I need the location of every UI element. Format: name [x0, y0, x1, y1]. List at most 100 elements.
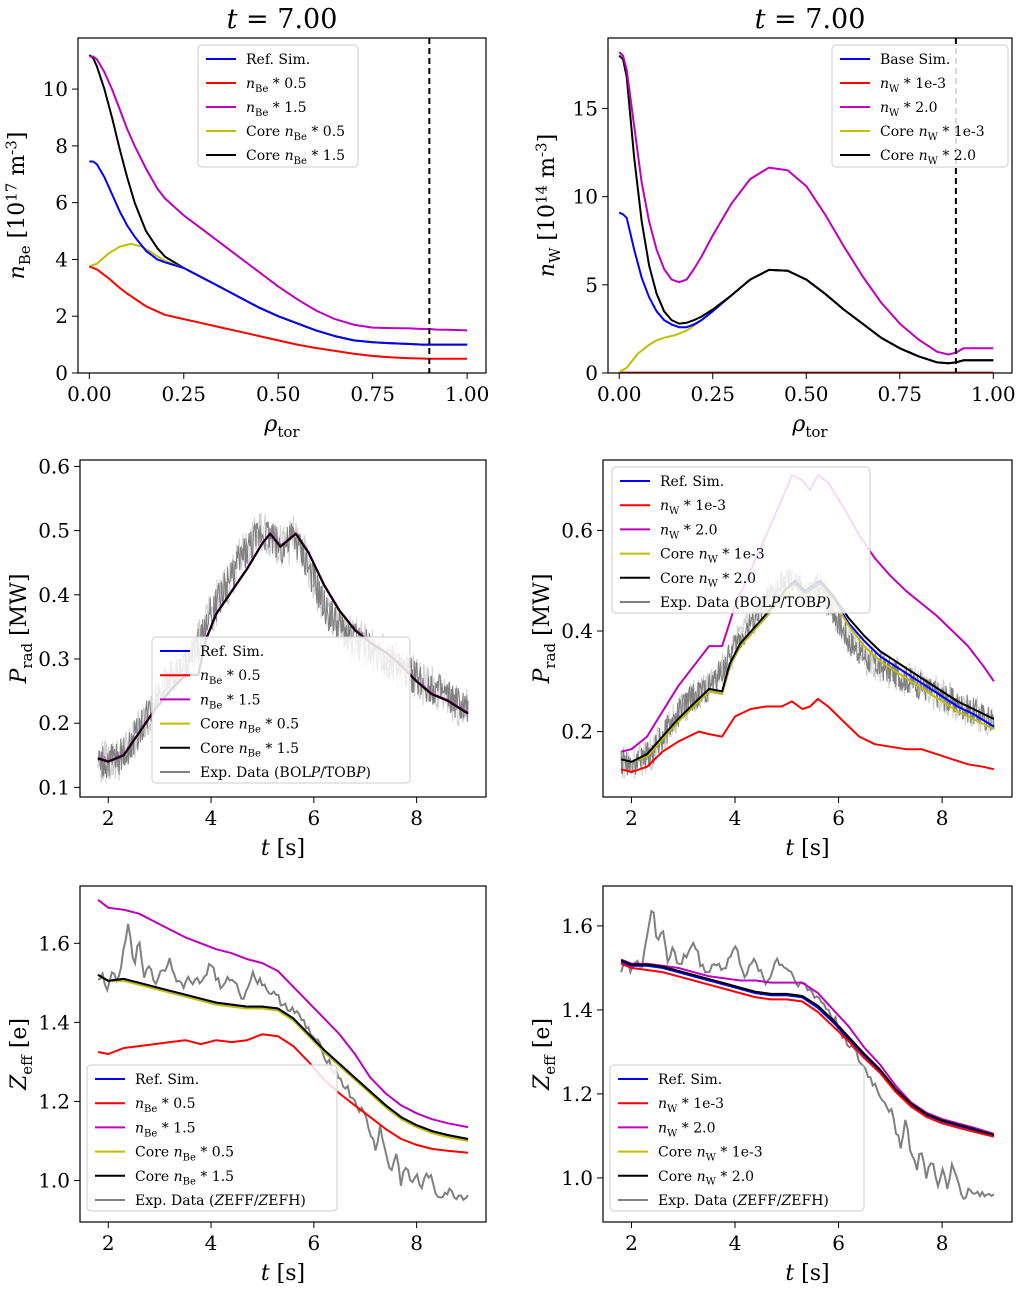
legend-box	[86, 1064, 338, 1212]
legend-entry-base-sim: Base Sim.	[880, 52, 950, 68]
legend-entry-exp-data-bolp-tobp: Exp. Data (BOLP/TOBP)	[200, 765, 371, 781]
legend-entry-ref-sim: Ref. Sim.	[658, 1072, 722, 1088]
x-tick-label: 1.00	[445, 382, 490, 406]
axes-frame	[602, 885, 1013, 1223]
y-tick-label: 4	[55, 247, 68, 271]
axes-frame	[79, 459, 487, 798]
legend-entry-n-be-x-1-5: nBe * 1.5	[200, 692, 260, 711]
x-tick-label: 0.75	[878, 382, 923, 406]
y-tick-label: 5	[585, 273, 598, 297]
chart-prad-be: 2 4 6 8 0.1 0.2 0.3 0.4 0.5 0.6 t [s] Prad [MW] Ref.…	[7, 454, 487, 861]
series-line-n-be-x-1-5	[89, 55, 468, 332]
legend: Ref. Sim. nBe * 0.5 nBe * 1.5 Core nBe * 0.…	[197, 44, 359, 168]
y-tick-label: 15	[573, 97, 598, 121]
x-tick-label: 8	[410, 1231, 423, 1255]
y-tick-label: 1.6	[561, 914, 593, 938]
legend-entry-ref-sim: Ref. Sim.	[246, 52, 310, 68]
y-axis-label: Prad [MW]	[530, 574, 559, 685]
legend-entry-exp-data-bolp-tobp: Exp. Data (BOLP/TOBP)	[660, 595, 831, 611]
legend-entry-n-be-x-0-5: nBe * 0.5	[200, 668, 260, 687]
chart-nw-profile: 0.00 0.25 0.50 0.75 1.00 0 5 10 15 ρtor nW [1014 m…	[533, 4, 1016, 441]
y-axis-label: nBe [1017 m-3]	[3, 132, 35, 280]
y-tick-label: 0	[585, 361, 598, 385]
x-axis-label: t [s]	[785, 1261, 829, 1286]
series-line-core-n-w-x-2-0	[618, 54, 994, 365]
x-tick-label: 0.25	[162, 382, 207, 406]
axes-frame	[79, 885, 487, 1223]
x-tick-label: 2	[102, 1231, 115, 1255]
legend-box	[151, 636, 411, 784]
plot-area	[88, 54, 468, 360]
legend-entry-core-n-w-x-2-0: Core nW * 2.0	[658, 1169, 754, 1188]
x-tick-label: 4	[205, 806, 218, 830]
chart-zeff-w: 2 4 6 8 1.0 1.2 1.4 1.6 t [s] Zeff [e] Ref. Sim. nW…	[530, 885, 1013, 1286]
series-line-n-be-x-1-5	[97, 899, 469, 1129]
series-line-n-be-x-0-5	[97, 1033, 469, 1154]
x-tick-label: 6	[307, 1231, 320, 1255]
x-tick-label: 8	[410, 806, 423, 830]
y-tick-label: 1.4	[38, 1010, 70, 1034]
x-axis-label: ρtor	[263, 412, 300, 441]
legend-entry-n-w-x-1e-3: nW * 1e-3	[660, 498, 726, 517]
legend-entry-core-n-be-x-0-5: Core nBe * 0.5	[135, 1145, 234, 1164]
legend-entry-core-n-w-x-1e-3: Core nW * 1e-3	[880, 124, 985, 143]
legend-box	[609, 1064, 865, 1212]
y-tick-label: 10	[573, 185, 598, 209]
legend-box	[611, 466, 871, 614]
y-tick-label: 2	[55, 304, 68, 328]
series-line-n-be-x-0-5	[88, 265, 468, 360]
exp-data-line	[620, 909, 995, 1201]
legend-entry-core-n-be-x-0-5: Core nBe * 0.5	[246, 124, 345, 143]
y-tick-label: 10	[43, 77, 68, 101]
legend-box	[197, 44, 359, 168]
legend-entry-core-n-be-x-0-5: Core nBe * 0.5	[200, 717, 299, 736]
x-tick-label: 8	[936, 1231, 949, 1255]
y-tick-label: 0.2	[38, 711, 70, 735]
legend-entry-n-w-x-1e-3: nW * 1e-3	[880, 76, 946, 95]
y-tick-label: 8	[55, 134, 68, 158]
x-tick-label: 0.50	[256, 382, 301, 406]
x-tick-label: 6	[307, 806, 320, 830]
legend-entry-exp-data-zeff-zefh: Exp. Data (ZEFF/ZEFH)	[135, 1193, 306, 1209]
legend-box	[831, 44, 1009, 168]
y-tick-label: 1.2	[38, 1089, 70, 1113]
series-line-n-w-x-2-0	[618, 51, 994, 356]
x-tick-label: 6	[832, 806, 845, 830]
y-axis-label: Zeff [e]	[7, 1018, 36, 1091]
series-line-core-n-be-x-1-5	[97, 974, 469, 1140]
y-tick-label: 0.1	[38, 775, 70, 799]
x-tick-label: 2	[625, 1231, 638, 1255]
legend: Base Sim. nW * 1e-3 nW * 2.0 Core nW * 1e-3…	[831, 44, 1009, 168]
x-tick-label: 4	[729, 1231, 742, 1255]
legend: Ref. Sim. nW * 1e-3 nW * 2.0 Core nW * 1e-3…	[611, 466, 871, 614]
legend-entry-core-n-be-x-1-5: Core nBe * 1.5	[200, 741, 299, 760]
legend-entry-n-be-x-0-5: nBe * 0.5	[246, 76, 306, 95]
chart-title: t = 7.00	[227, 4, 338, 35]
plot-area	[97, 899, 469, 1202]
chart-nbe-profile: 0.00 0.25 0.50 0.75 1.00 0 2 4 6 8 10 ρtor nBe [1017…	[3, 4, 490, 441]
legend: Ref. Sim. nW * 1e-3 nW * 2.0 Core nW * 1e-3…	[609, 1064, 865, 1212]
legend: Ref. Sim. nBe * 0.5 nBe * 1.5 Core nBe * 0.…	[151, 636, 411, 784]
y-tick-label: 0.4	[38, 583, 70, 607]
series-line-n-w-x-2-0	[620, 958, 995, 1135]
y-tick-label: 0.3	[38, 647, 70, 671]
x-tick-label: 0.75	[350, 382, 395, 406]
legend-entry-core-n-w-x-2-0: Core nW * 2.0	[660, 571, 756, 590]
exp-data-line	[97, 923, 469, 1202]
x-tick-label: 1.00	[971, 382, 1016, 406]
legend-entry-n-w-x-2-0: nW * 2.0	[658, 1120, 715, 1139]
x-tick-label: 2	[102, 806, 115, 830]
y-tick-label: 1.2	[561, 1082, 593, 1106]
y-tick-label: 0.4	[561, 619, 593, 643]
chart-prad-w: 2 4 6 8 0.2 0.4 0.6 t [s] Prad [MW] Ref. Sim. nW *…	[530, 459, 1013, 861]
x-axis-label: ρtor	[791, 412, 828, 441]
legend-entry-n-be-x-1-5: nBe * 1.5	[135, 1120, 195, 1139]
x-tick-label: 8	[936, 806, 949, 830]
series-line-base-sim	[618, 211, 994, 365]
y-tick-label: 0.2	[561, 720, 593, 744]
series-line-core-n-be-x-0-5	[97, 974, 469, 1142]
x-tick-label: 0.50	[784, 382, 829, 406]
y-tick-label: 1.6	[38, 931, 70, 955]
legend-entry-core-n-be-x-1-5: Core nBe * 1.5	[135, 1169, 234, 1188]
